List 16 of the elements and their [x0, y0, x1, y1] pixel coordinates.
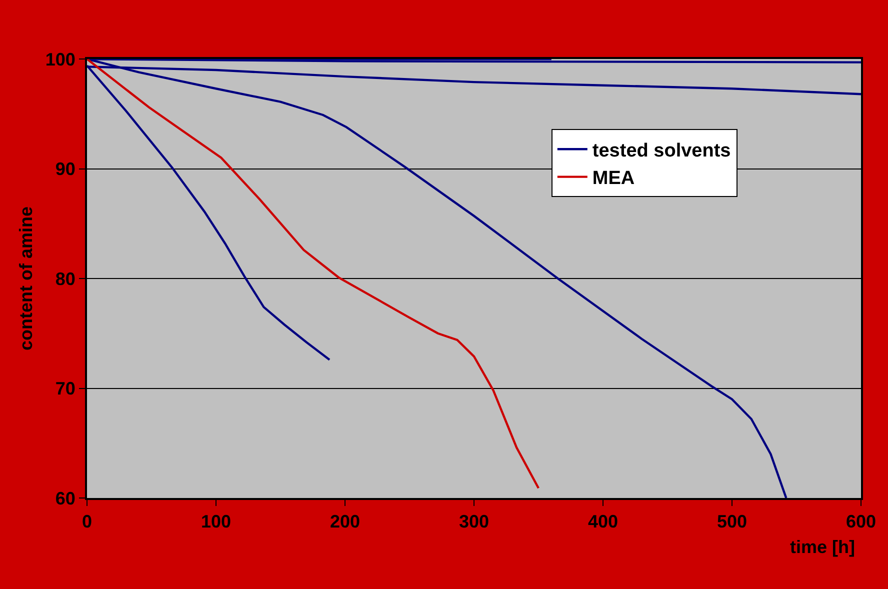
legend-label: MEA [592, 168, 635, 190]
y-tick-label: 70 [55, 378, 76, 399]
legend-label: tested solvents [592, 140, 731, 162]
x-tick-label: 300 [458, 512, 490, 532]
y-tick-label: 60 [55, 488, 76, 508]
x-tick-label: 400 [588, 512, 618, 532]
x-tick-label: 100 [200, 512, 232, 532]
x-axis-title: time [h] [790, 537, 855, 557]
x-tick-label: 600 [846, 512, 876, 532]
x-tick-label: 200 [330, 512, 360, 532]
x-tick-label: 0 [82, 512, 92, 532]
y-tick-label: 100 [45, 49, 76, 70]
y-tick-label: 90 [55, 159, 76, 180]
y-axis-title: content of amine [16, 206, 36, 351]
x-tick-label: 500 [716, 512, 748, 532]
y-tick-label: 80 [55, 268, 76, 289]
